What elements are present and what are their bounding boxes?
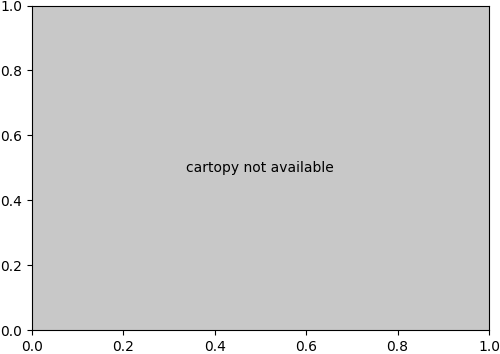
- Text: cartopy not available: cartopy not available: [186, 161, 334, 175]
